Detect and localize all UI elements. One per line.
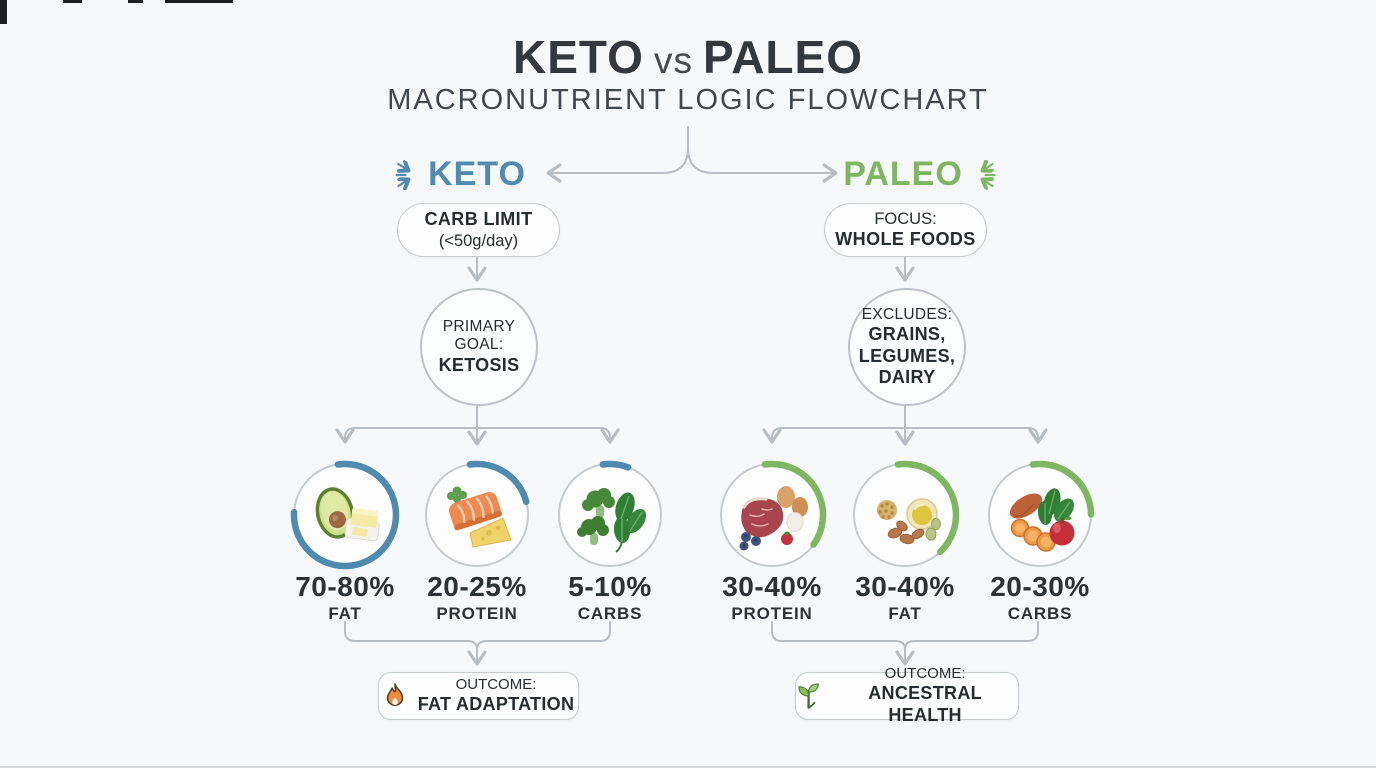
top-edge-artifact bbox=[63, 0, 82, 3]
broccoli-spinach-image bbox=[577, 488, 647, 553]
keto-branch-header: KETO bbox=[340, 155, 580, 194]
top-edge-artifact bbox=[165, 0, 233, 3]
paleo-protein-food-circle bbox=[717, 460, 827, 570]
keto-carbs-food-circle bbox=[555, 460, 665, 570]
keto-goal-line: PRIMARY bbox=[442, 318, 516, 336]
keto-protein-food-circle bbox=[422, 460, 532, 570]
paleo-excludes-line: EXCLUDES: bbox=[861, 306, 953, 323]
paleo-carbs-food-circle bbox=[985, 460, 1095, 570]
keto-carbs-macro: 5-10% CARBS bbox=[535, 571, 685, 624]
top-edge-artifact bbox=[128, 0, 143, 3]
page-subtitle: MACRONUTRIENT LOGIC FLOWCHART bbox=[387, 84, 989, 116]
macro-ring bbox=[422, 460, 532, 570]
macro-arc bbox=[850, 460, 960, 570]
paleo-carbs-macro: 20-30% CARBS bbox=[965, 571, 1115, 624]
title-keto: KETO bbox=[512, 31, 644, 83]
macro-label: CARBS bbox=[1007, 604, 1073, 623]
steak-eggs-berries-image bbox=[739, 486, 808, 551]
carb-limit-title: CARB LIMIT bbox=[424, 208, 533, 229]
keto-fat-food-circle bbox=[290, 460, 400, 570]
paleo-fat-food-circle bbox=[850, 460, 960, 570]
page-title: KETO vs PALEO bbox=[0, 30, 1376, 84]
connector-keto-split-right bbox=[476, 427, 620, 444]
focus-title: FOCUS: bbox=[874, 209, 937, 228]
avocado-butter-image bbox=[315, 487, 380, 542]
carb-limit-value: (<50g/day) bbox=[438, 231, 519, 250]
paleo-excludes-item: LEGUMES, bbox=[858, 345, 956, 366]
connector-keto-funnel-right bbox=[476, 621, 611, 650]
macro-value: 30-40% bbox=[722, 571, 822, 602]
flame-icon bbox=[386, 683, 403, 707]
macro-ring bbox=[850, 460, 960, 570]
keto-fat-macro: 70-80% FAT bbox=[270, 571, 420, 624]
macro-arc bbox=[985, 460, 1095, 570]
keto-goal-keyword: KETOSIS bbox=[438, 354, 520, 375]
connector-title-to-paleo bbox=[687, 126, 838, 183]
macro-value: 30-40% bbox=[855, 571, 955, 602]
macro-label: PROTEIN bbox=[731, 604, 813, 623]
outcome-label: FAT ADAPTATION bbox=[417, 694, 575, 715]
macro-ring bbox=[985, 460, 1095, 570]
salmon-cheese-image bbox=[447, 486, 512, 548]
paleo-branch-label: PALEO bbox=[843, 155, 963, 193]
macro-arc bbox=[290, 460, 400, 570]
nuts-seeds-oil-image bbox=[877, 498, 941, 545]
connector-paleo-funnel-right bbox=[904, 621, 1039, 650]
paleo-excludes-item: DAIRY bbox=[878, 366, 936, 387]
paleo-outcome-box: OUTCOME: ANCESTRAL HEALTH bbox=[795, 665, 1019, 725]
keto-carb-limit-box: CARB LIMIT (<50g/day) bbox=[397, 203, 560, 257]
connector-keto-funnel-left bbox=[344, 621, 478, 650]
paleo-excludes-circle: EXCLUDES: GRAINS, LEGUMES, DAIRY bbox=[848, 288, 966, 406]
converge-arrows-icon bbox=[972, 160, 996, 190]
macro-arc bbox=[555, 460, 665, 570]
title-paleo: PALEO bbox=[702, 31, 863, 83]
macro-ring bbox=[290, 460, 400, 570]
top-left-edge-artifact bbox=[0, 0, 7, 24]
outcome-label: ANCESTRAL HEALTH bbox=[868, 683, 982, 726]
macro-value: 70-80% bbox=[295, 571, 395, 602]
outcome-prefix: OUTCOME: bbox=[884, 664, 966, 682]
sprout-icon bbox=[798, 683, 819, 709]
keto-outcome-box: OUTCOME: FAT ADAPTATION bbox=[378, 672, 579, 720]
title-vs: vs bbox=[653, 40, 693, 81]
keto-goal-line: GOAL: bbox=[454, 336, 504, 354]
outcome-prefix: OUTCOME: bbox=[455, 675, 537, 693]
connector-paleo-split-right bbox=[904, 427, 1048, 444]
paleo-branch-header: PALEO bbox=[800, 155, 1040, 194]
outcome-text: OUTCOME: ANCESTRAL HEALTH bbox=[832, 665, 1018, 727]
keto-goal-circle: PRIMARY GOAL: KETOSIS bbox=[420, 288, 538, 406]
outcome-text: OUTCOME: FAT ADAPTATION bbox=[418, 676, 575, 716]
connector-paleo-split-left bbox=[762, 427, 906, 444]
paleo-protein-macro: 30-40% PROTEIN bbox=[697, 571, 847, 624]
connector-paleo-funnel-left bbox=[771, 621, 906, 650]
bottom-edge-artifact bbox=[0, 766, 1376, 768]
keto-branch-label: KETO bbox=[428, 155, 526, 193]
macro-value: 5-10% bbox=[568, 571, 652, 602]
macro-label: FAT bbox=[328, 604, 362, 623]
paleo-fat-macro: 30-40% FAT bbox=[830, 571, 980, 624]
paleo-focus-box: FOCUS: WHOLE FOODS bbox=[824, 203, 987, 257]
macro-arc bbox=[422, 460, 532, 570]
macro-label: CARBS bbox=[577, 604, 643, 623]
converge-arrows-icon bbox=[395, 160, 419, 190]
macro-arc bbox=[717, 460, 827, 570]
focus-value: WHOLE FOODS bbox=[835, 229, 976, 250]
macro-ring bbox=[717, 460, 827, 570]
sweet-potato-apple-spinach-image bbox=[1009, 488, 1075, 552]
macro-value: 20-25% bbox=[427, 571, 527, 602]
macro-label: PROTEIN bbox=[436, 604, 518, 623]
macro-value: 20-30% bbox=[990, 571, 1090, 602]
macro-ring bbox=[555, 460, 665, 570]
keto-protein-macro: 20-25% PROTEIN bbox=[402, 571, 552, 624]
macro-label: FAT bbox=[888, 604, 922, 623]
connector-keto-split-left bbox=[335, 427, 478, 444]
paleo-excludes-item: GRAINS, bbox=[868, 324, 946, 345]
